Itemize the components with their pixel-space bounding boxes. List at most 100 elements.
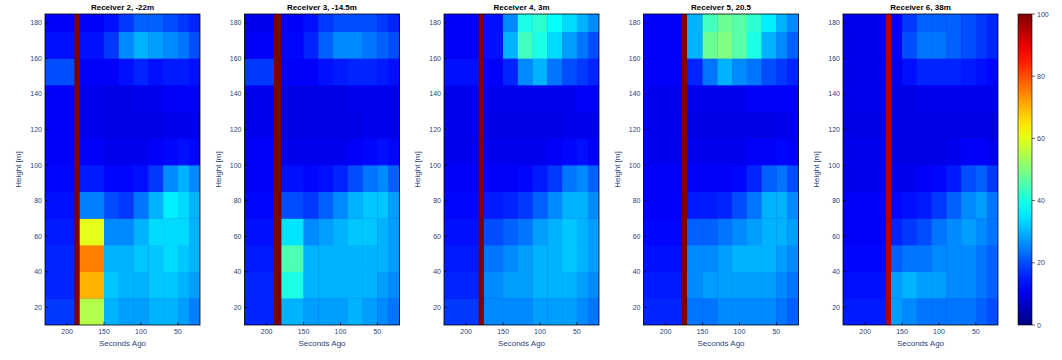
cell bbox=[787, 298, 798, 325]
panel-title: Receiver 2, -22m bbox=[91, 3, 154, 12]
cell bbox=[281, 14, 303, 32]
y-tick-label: 20 bbox=[433, 304, 441, 311]
cell bbox=[717, 298, 732, 325]
cell bbox=[444, 218, 479, 245]
cell bbox=[245, 165, 275, 192]
cell bbox=[787, 165, 798, 192]
cell bbox=[479, 245, 484, 272]
plot-frame bbox=[444, 14, 599, 325]
cell bbox=[644, 298, 683, 325]
cell bbox=[762, 298, 777, 325]
cell bbox=[274, 112, 282, 139]
cell bbox=[75, 138, 80, 165]
y-tick-label: 20 bbox=[832, 304, 840, 311]
cell bbox=[917, 138, 932, 165]
y-tick-label: 40 bbox=[34, 268, 42, 275]
colorbar-tick bbox=[1032, 14, 1035, 15]
cell bbox=[318, 14, 333, 32]
cell bbox=[687, 138, 703, 165]
y-tick bbox=[644, 93, 647, 94]
cell bbox=[562, 245, 577, 272]
cell bbox=[479, 165, 484, 192]
cell bbox=[318, 298, 333, 325]
cell bbox=[987, 14, 998, 32]
y-tick bbox=[843, 236, 846, 237]
cell bbox=[377, 298, 388, 325]
cell bbox=[377, 245, 388, 272]
cell bbox=[703, 85, 718, 112]
cell bbox=[902, 298, 917, 325]
cells bbox=[644, 14, 799, 325]
cell bbox=[377, 138, 388, 165]
cell bbox=[80, 192, 105, 219]
colorbar-tick-label: 20 bbox=[1037, 259, 1045, 266]
cell bbox=[363, 58, 378, 85]
cell bbox=[562, 112, 577, 139]
cell bbox=[518, 14, 533, 32]
cell bbox=[886, 165, 891, 192]
cell bbox=[886, 58, 891, 85]
panel-title: Receiver 4, 3m bbox=[493, 3, 549, 12]
cell bbox=[148, 138, 163, 165]
cell bbox=[274, 218, 282, 245]
cell bbox=[547, 272, 562, 299]
cell bbox=[178, 32, 189, 59]
cell bbox=[717, 192, 732, 219]
cell bbox=[843, 272, 886, 299]
cell bbox=[976, 298, 987, 325]
cell bbox=[747, 298, 762, 325]
y-tick bbox=[644, 129, 647, 130]
cell bbox=[644, 138, 683, 165]
cell bbox=[189, 272, 200, 299]
cell bbox=[886, 112, 891, 139]
cell bbox=[703, 138, 718, 165]
cell bbox=[104, 192, 119, 219]
cell bbox=[503, 165, 518, 192]
cell bbox=[45, 58, 75, 85]
cell bbox=[80, 298, 105, 325]
cell bbox=[776, 192, 787, 219]
cell bbox=[682, 298, 687, 325]
cell bbox=[946, 85, 961, 112]
cell bbox=[484, 245, 503, 272]
cell bbox=[333, 32, 348, 59]
panel: 2001501005020406080100120140160180Receiv… bbox=[812, 3, 998, 348]
cell bbox=[644, 32, 683, 59]
cell bbox=[245, 138, 275, 165]
y-tick bbox=[843, 307, 846, 308]
cell bbox=[946, 58, 961, 85]
cell bbox=[687, 272, 703, 299]
cell bbox=[976, 192, 987, 219]
x-tick bbox=[377, 322, 378, 325]
cells bbox=[444, 14, 599, 325]
cell bbox=[917, 272, 932, 299]
x-tick-label: 150 bbox=[298, 328, 310, 335]
cell bbox=[987, 138, 998, 165]
cell bbox=[732, 112, 747, 139]
cell bbox=[479, 138, 484, 165]
cell bbox=[444, 298, 479, 325]
cell bbox=[732, 192, 747, 219]
cell bbox=[717, 112, 732, 139]
cell bbox=[333, 58, 348, 85]
x-axis-title: Seconds Ago bbox=[298, 339, 346, 348]
cell bbox=[304, 32, 319, 59]
cell bbox=[388, 85, 399, 112]
cell bbox=[902, 14, 917, 32]
cell bbox=[902, 112, 917, 139]
cell bbox=[547, 138, 562, 165]
cell bbox=[762, 165, 777, 192]
cell bbox=[932, 14, 947, 32]
cell bbox=[503, 112, 518, 139]
cell bbox=[377, 85, 388, 112]
cell bbox=[843, 138, 886, 165]
cell bbox=[987, 298, 998, 325]
y-tick bbox=[45, 200, 48, 201]
x-tick-label: 150 bbox=[98, 328, 110, 335]
cell bbox=[75, 14, 80, 32]
cell bbox=[444, 165, 479, 192]
y-tick bbox=[245, 93, 248, 94]
cell bbox=[388, 138, 399, 165]
y-tick bbox=[245, 22, 248, 23]
y-axis-title: Height [m] bbox=[413, 151, 422, 187]
